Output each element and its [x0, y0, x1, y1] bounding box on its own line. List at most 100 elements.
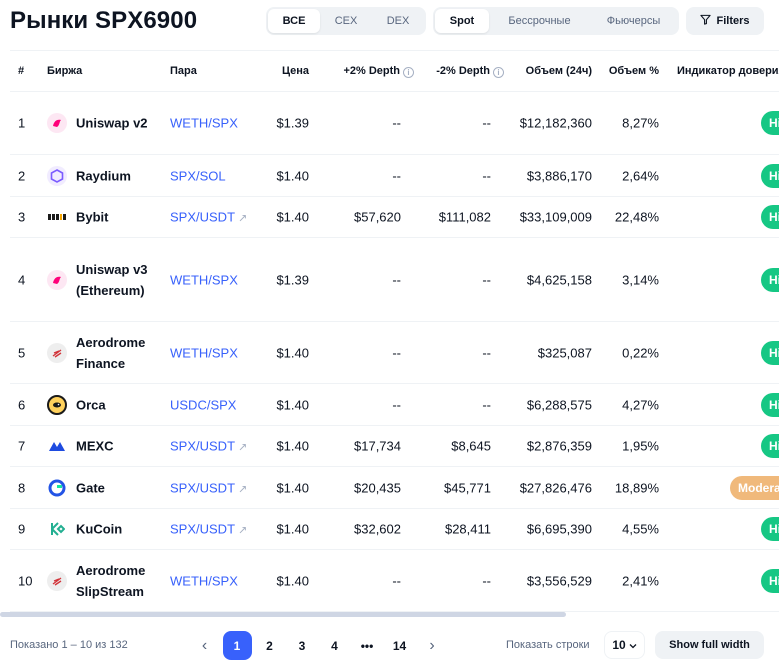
pair-link[interactable]: SPX/SOL	[170, 168, 226, 183]
rows-per-page-select[interactable]: 10	[604, 631, 645, 659]
mexc-logo-icon	[47, 436, 67, 456]
filters-label: Filters	[716, 15, 750, 27]
exchange-name[interactable]: MEXC	[76, 438, 114, 454]
row-rank: 10	[18, 573, 33, 588]
table-row[interactable]: 8 Gate SPX/USDT ↗ $1.40 $20,435 $45,771 $…	[10, 467, 779, 509]
volume-pct: 22,48%	[614, 209, 659, 225]
exchange-name[interactable]: Orca	[76, 397, 106, 412]
header-minus-depth[interactable]: -2% Depth i	[436, 65, 504, 78]
trust-badge: High	[761, 267, 779, 292]
exchange-name[interactable]: Gate	[76, 480, 105, 495]
tab-futures[interactable]: Фьючерсы	[606, 15, 661, 27]
table-row[interactable]: 10 Aerodrome SlipStream WETH/SPX $1.40 -…	[10, 550, 779, 612]
trust-badge: High	[761, 111, 779, 135]
pair-link[interactable]: SPX/USDT ↗	[170, 210, 247, 225]
header-plus-depth[interactable]: +2% Depth i	[343, 65, 414, 78]
table-row[interactable]: 1 Uniswap v2 WETH/SPX $1.39 -- -- $12,18…	[10, 92, 779, 155]
row-rank: 4	[18, 272, 26, 287]
external-link-icon[interactable]: ↗	[238, 441, 248, 454]
plus-depth: $32,602	[354, 521, 401, 537]
page-ellipsis: •••	[360, 638, 374, 653]
header-exchange[interactable]: Биржа	[47, 65, 83, 77]
page-14[interactable]: 14	[392, 638, 407, 653]
table-row[interactable]: 7 MEXC SPX/USDT ↗ $1.40 $17,734 $8,645 $2…	[10, 426, 779, 467]
info-icon[interactable]: i	[403, 67, 414, 78]
minus-depth: --	[482, 272, 491, 287]
exchange-name[interactable]: KuCoin	[76, 521, 123, 537]
header-trust[interactable]: Индикатор доверия	[677, 65, 779, 77]
tab-all[interactable]: ВСЕ	[268, 9, 320, 33]
price: $1.39	[276, 115, 309, 131]
uniswap-logo-icon	[47, 269, 67, 290]
external-link-icon[interactable]: ↗	[238, 483, 248, 495]
trust-badge: High	[761, 163, 779, 188]
page-1[interactable]: 1	[222, 631, 252, 660]
pair-link[interactable]: SPX/USDT ↗	[170, 480, 247, 495]
price: $1.40	[276, 209, 309, 225]
next-page-icon[interactable]: ›	[429, 636, 435, 654]
minus-depth: --	[482, 115, 491, 131]
table-row[interactable]: 3 Bybit SPX/USDT ↗ $1.40 $57,620 $111,082…	[10, 197, 779, 238]
pair-link[interactable]: SPX/USDT ↗	[170, 522, 247, 537]
pair-link[interactable]: SPX/USDT ↗	[170, 439, 247, 454]
trust-badge: Moderate	[730, 475, 779, 500]
volume-pct: 2,41%	[622, 573, 659, 588]
external-link-icon[interactable]: ↗	[238, 524, 248, 537]
plus-depth: --	[392, 397, 401, 412]
page-3[interactable]: 3	[298, 638, 306, 653]
pair-link[interactable]: WETH/SPX	[170, 573, 238, 588]
table-row[interactable]: 5 Aerodrome Finance WETH/SPX $1.40 -- --…	[10, 322, 779, 384]
page-4[interactable]: 4	[331, 638, 338, 653]
table-row[interactable]: 2 Raydium SPX/SOL $1.40 -- -- $3,886,170…	[10, 155, 779, 197]
exchange-name[interactable]: Raydium	[76, 168, 131, 183]
pair-link[interactable]: WETH/SPX	[170, 115, 238, 131]
volume-pct: 4,27%	[622, 397, 659, 412]
showing-info: Показано 1 – 10 из 132	[10, 639, 128, 651]
header-price[interactable]: Цена	[281, 65, 309, 77]
bybit-logo-icon	[47, 207, 67, 227]
header-volume[interactable]: Объем (24ч)	[525, 65, 592, 77]
volume: $2,876,359	[526, 438, 592, 454]
gate-logo-icon	[47, 478, 67, 498]
tab-spot[interactable]: Spot	[435, 9, 489, 33]
minus-depth: $111,082	[438, 209, 491, 225]
tab-perpetual[interactable]: Бессрочные	[508, 15, 571, 27]
prev-page-icon[interactable]: ‹	[201, 636, 208, 654]
exchange-name[interactable]: Uniswap v3 (Ethereum)	[76, 261, 148, 298]
filters-button[interactable]: Filters	[686, 7, 764, 35]
row-rank: 1	[18, 115, 26, 131]
volume: $6,288,575	[526, 397, 592, 412]
pair-link[interactable]: USDC/SPX	[170, 397, 237, 412]
table-row[interactable]: 9 KuCoin SPX/USDT ↗ $1.40 $32,602 $28,411…	[10, 509, 779, 550]
pair-link[interactable]: WETH/SPX	[170, 345, 238, 360]
table-row[interactable]: 6 Orca USDC/SPX $1.40 -- -- $6,288,575 4…	[10, 384, 779, 426]
info-icon[interactable]: i	[493, 67, 504, 78]
header-plus-depth-label: +2% Depth	[343, 65, 400, 77]
pair-label: SPX/USDT	[170, 209, 236, 225]
exchange-name[interactable]: Bybit	[76, 209, 109, 225]
minus-depth: --	[482, 397, 491, 412]
tab-cex[interactable]: CEX	[334, 15, 358, 27]
pair-link[interactable]: WETH/SPX	[170, 272, 238, 287]
volume: $3,556,529	[526, 573, 592, 588]
volume: $325,087	[537, 345, 592, 360]
header-volume-pct[interactable]: Объем %	[608, 65, 659, 77]
price: $1.40	[276, 397, 309, 412]
aerodrome-logo-icon	[47, 342, 67, 363]
horizontal-scrollbar[interactable]	[0, 612, 566, 617]
plus-depth: --	[392, 345, 401, 360]
header-pair[interactable]: Пара	[170, 65, 197, 77]
page-2[interactable]: 2	[266, 638, 273, 653]
exchange-name[interactable]: Aerodrome Finance	[76, 334, 146, 371]
trust-badge: High	[761, 568, 779, 593]
tab-dex[interactable]: DEX	[386, 15, 410, 27]
row-rank: 7	[18, 438, 26, 454]
exchange-name[interactable]: Uniswap v2	[76, 115, 148, 131]
external-link-icon[interactable]: ↗	[238, 212, 248, 225]
table-header: # Биржа Пара Цена +2% Depth i -2% Depth i …	[10, 51, 779, 92]
table-row[interactable]: 4 Uniswap v3 (Ethereum) WETH/SPX $1.39 -…	[10, 238, 779, 322]
exchange-name[interactable]: Aerodrome SlipStream	[76, 562, 146, 599]
page-header: Рынки SPX6900 ВСЕ CEX DEX Spot Бессрочны…	[0, 0, 779, 48]
show-full-width-button[interactable]: Show full width	[655, 631, 764, 659]
header-num: #	[18, 65, 25, 77]
